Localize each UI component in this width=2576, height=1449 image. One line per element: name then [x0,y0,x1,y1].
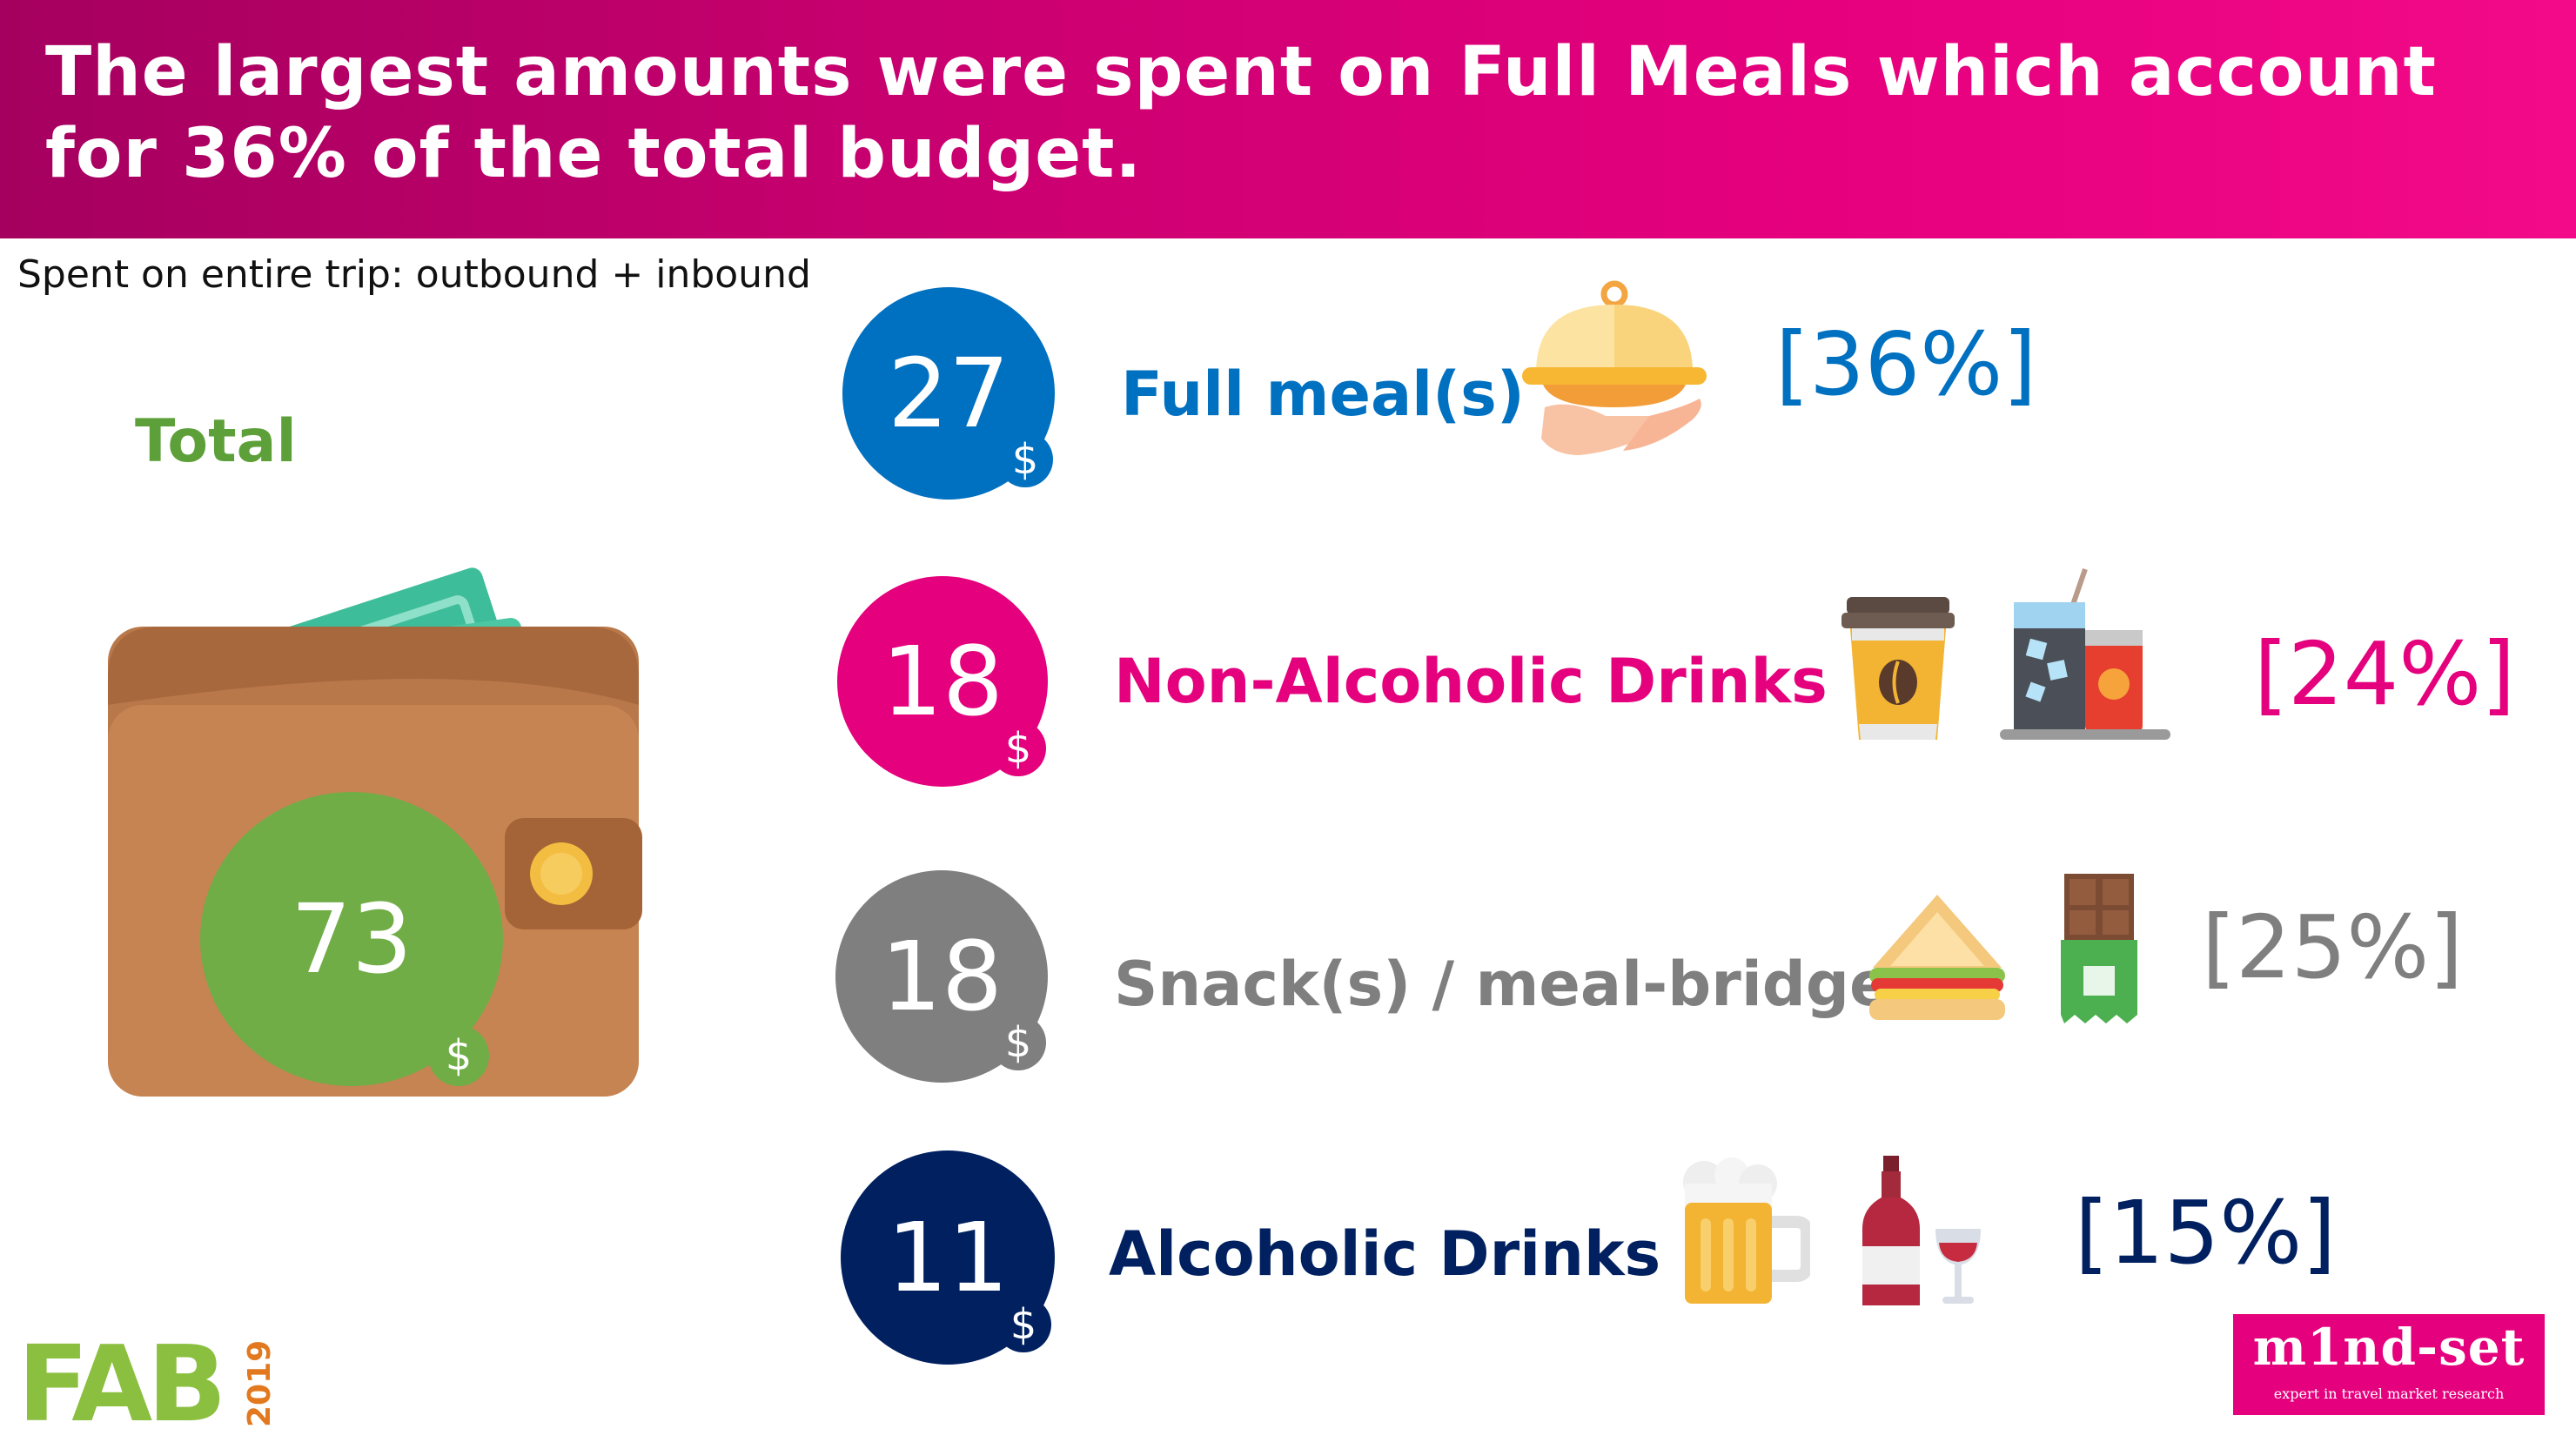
snacks-currency: $ [1004,1018,1032,1067]
alcoholic-currency: $ [1010,1300,1037,1349]
full-meals-currency: $ [1011,435,1039,484]
non-alcoholic-label: Non-Alcoholic Drinks [1114,646,1828,717]
snacks-value-circle: 18 [835,870,1048,1083]
non-alcoholic-percent: [24%] [2254,623,2516,725]
wine-bottle-icon [1862,1156,1981,1305]
snacks-label: Snack(s) / meal-bridge [1114,949,1891,1020]
beer-mug-icon [1683,1157,1810,1304]
alcoholic-percent: [15%] [2075,1182,2337,1284]
fab-logo-text: FAB [17,1333,222,1431]
fab-2019-logo: FAB 2019 [17,1333,278,1431]
alcoholic-currency-badge: $ [996,1297,1051,1352]
mindset-logo: m1nd-set expert in travel market researc… [2233,1314,2545,1415]
slide-title: The largest amounts were spent on Full M… [45,33,2437,193]
alcoholic-value: 11 [887,1202,1009,1313]
food-tray-icon [1522,280,1707,455]
total-value: 73 [291,883,413,995]
non-alcoholic-value: 18 [882,626,1003,737]
full-meals-label: Full meal(s) [1121,359,1525,430]
coffee-cup-icon [1841,597,1955,740]
snacks-value: 18 [881,921,1003,1032]
mindset-logo-name: m1nd-set [2252,1318,2526,1377]
total-label: Total [135,407,297,476]
total-value-circle: 73 [200,792,503,1086]
fab-logo-year: 2019 [242,1340,278,1427]
sandwich-icon [1869,895,2005,1020]
soft-drinks-icon [2000,568,2170,740]
non-alcoholic-currency-badge: $ [990,721,1046,776]
snacks-percent: [25%] [2202,896,2464,998]
title-banner: The largest amounts were spent on Full M… [0,0,2576,238]
subtitle: Spent on entire trip: outbound + inbound [17,252,811,297]
total-currency-badge: $ [428,1025,489,1086]
full-meals-currency-badge: $ [997,432,1053,487]
full-meals-percent: [36%] [1775,313,2037,415]
chocolate-bar-icon [2061,874,2137,1023]
alcoholic-label: Alcoholic Drinks [1109,1218,1661,1290]
non-alcoholic-currency: $ [1004,724,1032,773]
full-meals-value: 27 [888,338,1010,449]
mindset-logo-tagline: expert in travel market research [2273,1385,2505,1402]
snacks-currency-badge: $ [990,1015,1046,1070]
total-currency: $ [445,1031,473,1080]
